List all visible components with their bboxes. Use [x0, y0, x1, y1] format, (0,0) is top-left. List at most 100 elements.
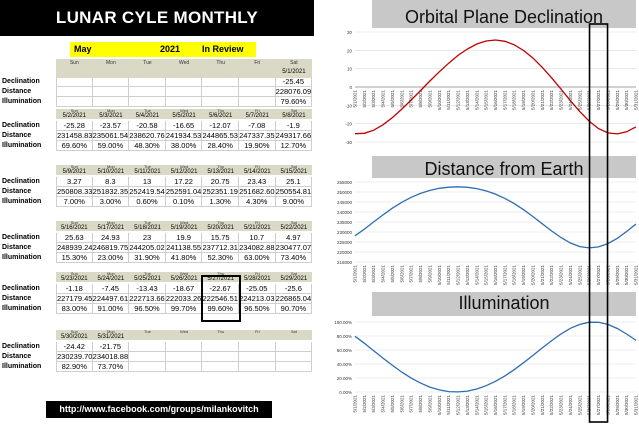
- illumination-cell: [275, 362, 313, 372]
- illumination-cell: 3.00%: [92, 197, 130, 207]
- x-tick-label: 5/17/2021: [502, 395, 507, 416]
- x-tick-label: 5/31/2021: [634, 265, 639, 286]
- x-tick-label: 5/12/2021: [456, 265, 461, 286]
- declination-cell: -23.57: [92, 121, 130, 131]
- week-header-band: [56, 330, 312, 340]
- day-name: Sun: [70, 108, 78, 113]
- distance-cell: 224497.61: [92, 294, 130, 304]
- distance-cell: 241934.53: [165, 131, 203, 141]
- day-name: Fri: [254, 329, 260, 334]
- day-name: Fri: [254, 60, 261, 66]
- distance-cell: [275, 352, 313, 362]
- illumination-cell: 83.00%: [56, 304, 93, 314]
- x-tick-label: 5/23/2021: [559, 395, 564, 416]
- day-name: Sun: [70, 329, 78, 334]
- illumination-cell: 48.30%: [129, 141, 166, 151]
- date-cell: 5/7/2021: [245, 113, 269, 119]
- day-name: Tue: [144, 271, 151, 276]
- distance-cell: 234082.88: [239, 243, 276, 253]
- x-tick-label: 5/23/2021: [559, 265, 564, 286]
- distance-cell: 251682.60: [239, 187, 276, 197]
- declination-cell: -1.9: [275, 121, 313, 131]
- date-cell: 5/16/2021: [60, 225, 88, 231]
- declination-cell: -1.18: [56, 284, 93, 294]
- distance-cell: 222713.66: [129, 294, 166, 304]
- distance-cell: 231458.83: [56, 131, 93, 141]
- distance-cell: 246819.75: [92, 243, 130, 253]
- illumination-cell: 73.70%: [92, 362, 130, 372]
- illumination-cell: 96.50%: [129, 304, 166, 314]
- footer-link[interactable]: http://www.facebook.com/groups/milankovi…: [46, 401, 272, 418]
- chart-title: Distance from Earth: [424, 159, 583, 179]
- x-tick-label: 5/9/2021: [427, 395, 432, 413]
- chart-title-bar: [372, 292, 636, 316]
- date-cell: 5/13/2021: [207, 169, 235, 175]
- day-name: Sat: [290, 108, 297, 113]
- x-tick-label: 5/31/2021: [634, 90, 639, 111]
- x-tick-label: 5/13/2021: [465, 265, 470, 286]
- declination-cell: -16.65: [165, 121, 203, 131]
- x-tick-label: 5/19/2021: [521, 395, 526, 416]
- row-label-declination: Declination: [2, 122, 40, 129]
- illumination-cell: 12.70%: [275, 141, 313, 151]
- illumination-cell: 28.40%: [202, 141, 239, 151]
- x-tick-label: 5/15/2021: [484, 265, 489, 286]
- row-label-declination: Declination: [2, 343, 40, 350]
- illumination-cell: [202, 97, 239, 107]
- x-tick-label: 5/1/2021: [353, 90, 358, 108]
- x-tick-label: 5/1/2021: [353, 395, 358, 413]
- declination-cell: 15.75: [202, 233, 239, 243]
- distance-cell: [239, 87, 276, 97]
- row-label-declination: Declination: [2, 234, 40, 241]
- illumination-cell: 4.30%: [239, 197, 276, 207]
- row-label-illumination: Illumination: [2, 305, 42, 312]
- x-tick-label: 5/7/2021: [409, 265, 414, 283]
- plot-area: [320, 318, 638, 396]
- x-tick-label: 5/30/2021: [624, 265, 629, 286]
- y-tick-label: 0: [349, 85, 352, 90]
- distance-cell: [202, 352, 239, 362]
- illumination-cell: 38.00%: [165, 141, 203, 151]
- x-tick-label: 5/14/2021: [474, 90, 479, 111]
- day-name: Thu: [217, 220, 225, 225]
- date-cell: 5/14/2021: [243, 169, 271, 175]
- illumination-cell: 31.90%: [129, 253, 166, 263]
- illumination-cell: [129, 362, 166, 372]
- distance-cell: [92, 87, 130, 97]
- x-tick-label: 5/3/2021: [371, 395, 376, 413]
- y-tick-label: 230000: [337, 230, 353, 235]
- x-tick-label: 5/6/2021: [399, 265, 404, 283]
- x-tick-label: 5/21/2021: [540, 265, 545, 286]
- day-name: Fri: [254, 220, 260, 225]
- x-tick-label: 5/3/2021: [371, 90, 376, 108]
- day-name: Wed: [180, 108, 189, 113]
- declination-cell: 3.27: [56, 177, 93, 187]
- illumination-cell: [239, 97, 276, 107]
- row-label-distance: Distance: [2, 188, 32, 195]
- week-header-band: [56, 165, 312, 175]
- day-name: Tue: [144, 220, 151, 225]
- y-tick-label: 80.00%: [337, 334, 352, 339]
- day-name: Sat: [290, 164, 297, 169]
- distance-cell: 241138.55: [165, 243, 203, 253]
- date-cell: 5/18/2021: [134, 225, 161, 231]
- x-tick-label: 5/10/2021: [437, 395, 442, 416]
- day-name: Wed: [178, 60, 190, 66]
- illumination-cell: 23.00%: [92, 253, 130, 263]
- declination-cell: [275, 342, 313, 352]
- x-tick-label: 5/13/2021: [465, 395, 470, 416]
- x-tick-label: 5/23/2021: [559, 90, 564, 111]
- date-cell: 5/15/2021: [280, 169, 308, 175]
- x-tick-label: 5/3/2021: [371, 265, 376, 283]
- date-cell: 5/17/2021: [97, 225, 125, 231]
- x-tick-label: 5/19/2021: [521, 265, 526, 286]
- y-tick-label: 235000: [337, 220, 353, 225]
- date-cell: 5/4/2021: [135, 113, 160, 119]
- distance-cell: 222546.51: [202, 294, 239, 304]
- year-label: 2021: [160, 42, 198, 57]
- x-tick-label: 5/6/2021: [399, 90, 404, 108]
- y-tick-label: 20: [347, 48, 353, 53]
- x-tick-label: 5/25/2021: [577, 265, 582, 286]
- date-cell: 5/23/2021: [60, 276, 88, 282]
- row-label-declination: Declination: [2, 285, 40, 292]
